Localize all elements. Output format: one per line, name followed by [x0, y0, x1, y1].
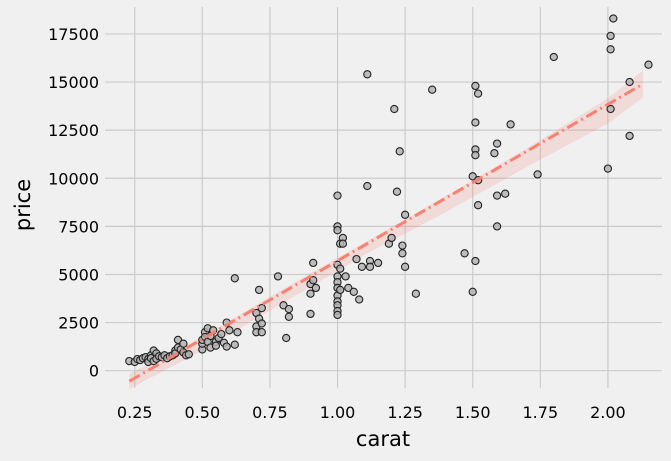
- data-point-71: [333, 226, 342, 235]
- data-point-98: [387, 233, 396, 243]
- data-point-26: [179, 339, 188, 348]
- grid: [105, 7, 662, 388]
- data-point-134: [644, 60, 653, 69]
- data-point-114: [471, 151, 480, 160]
- y-tick-label-7: 17500: [48, 25, 99, 44]
- data-point-60: [282, 333, 291, 343]
- x-tick-label-1: 0.50: [185, 403, 221, 422]
- data-point-133: [625, 77, 634, 87]
- data-point-92: [363, 181, 372, 191]
- x-tick-label-6: 1.75: [523, 403, 559, 422]
- x-tick-label-5: 1.50: [455, 403, 491, 422]
- data-point-62: [284, 312, 294, 321]
- data-point-132: [625, 131, 634, 141]
- regression-line-group: [128, 82, 644, 383]
- regression-line: [128, 82, 644, 383]
- x-tick-label-2: 0.75: [252, 403, 288, 422]
- data-point-64: [306, 289, 315, 298]
- data-point-88: [349, 287, 358, 296]
- data-point-47: [230, 340, 239, 349]
- data-point-80: [333, 310, 342, 320]
- y-tick-label-1: 2500: [58, 314, 99, 333]
- data-point-93: [363, 70, 372, 79]
- data-point-67: [309, 276, 318, 285]
- data-point-130: [606, 104, 615, 114]
- data-point-103: [398, 241, 407, 250]
- data-point-42: [217, 329, 226, 339]
- x-tick-label-4: 1.25: [387, 403, 423, 422]
- data-point-125: [533, 170, 542, 179]
- data-point-128: [606, 31, 615, 41]
- data-point-91: [357, 262, 367, 271]
- data-point-48: [230, 274, 239, 283]
- data-point-87: [344, 283, 353, 293]
- y-tick-label-5: 12500: [48, 121, 99, 140]
- data-point-111: [471, 81, 480, 91]
- data-point-96: [373, 258, 383, 268]
- data-point-83: [336, 285, 345, 295]
- data-point-56: [257, 319, 266, 328]
- data-point-55: [257, 328, 266, 337]
- x-tick-labels: 0.25 0.50 0.75 1.00 1.25 1.50 1.75 2.00: [117, 403, 626, 422]
- data-point-124: [506, 120, 515, 129]
- data-point-120: [492, 139, 502, 148]
- data-point-69: [333, 191, 342, 200]
- data-point-89: [352, 254, 361, 264]
- data-point-82: [336, 264, 345, 273]
- data-point-46: [225, 326, 234, 335]
- data-point-117: [473, 201, 483, 210]
- data-point-66: [309, 258, 318, 268]
- data-point-61: [284, 304, 294, 314]
- data-point-100: [392, 187, 402, 196]
- data-point-107: [428, 85, 437, 94]
- data-point-57: [257, 303, 266, 313]
- x-tick-label-3: 1.00: [320, 403, 356, 422]
- y-axis-label: price: [11, 179, 35, 231]
- data-point-58: [273, 272, 283, 281]
- data-point-68: [311, 283, 321, 293]
- data-point-119: [490, 149, 499, 158]
- data-point-110: [468, 172, 477, 181]
- data-point-99: [390, 104, 399, 114]
- data-point-63: [306, 309, 315, 319]
- data-point-115: [471, 256, 480, 266]
- data-point-116: [473, 89, 483, 98]
- data-point-108: [460, 249, 469, 258]
- y-tick-labels: 0 2500 5000 7500 10000 12500 15000 17500: [48, 25, 99, 381]
- data-point-105: [400, 210, 410, 219]
- y-tick-label-2: 5000: [58, 265, 99, 284]
- data-point-109: [468, 287, 477, 296]
- data-point-122: [492, 191, 502, 200]
- data-point-101: [395, 147, 404, 156]
- data-point-104: [400, 262, 410, 271]
- data-point-127: [603, 164, 613, 173]
- data-point-112: [471, 118, 480, 127]
- data-point-40: [211, 341, 221, 350]
- data-point-49: [233, 328, 242, 337]
- data-point-90: [355, 295, 364, 304]
- data-point-54: [254, 285, 264, 295]
- y-tick-label-4: 10000: [48, 169, 99, 188]
- data-point-102: [398, 249, 407, 258]
- data-point-126: [549, 52, 558, 62]
- data-point-106: [411, 289, 421, 298]
- data-point-44: [222, 342, 231, 351]
- x-tick-label-7: 2.00: [590, 403, 626, 422]
- data-point-121: [492, 222, 502, 231]
- data-point-131: [609, 14, 618, 23]
- data-point-123: [501, 189, 510, 198]
- y-tick-label-3: 7500: [58, 217, 99, 236]
- data-point-129: [606, 45, 615, 54]
- data-point-28: [184, 350, 193, 359]
- x-tick-label-0: 0.25: [117, 403, 153, 422]
- x-axis-label: carat: [356, 427, 410, 451]
- y-tick-label-0: 0: [89, 362, 99, 381]
- data-point-85: [338, 239, 348, 248]
- y-tick-label-6: 15000: [48, 73, 99, 92]
- data-point-95: [365, 262, 375, 271]
- data-point-86: [341, 272, 350, 281]
